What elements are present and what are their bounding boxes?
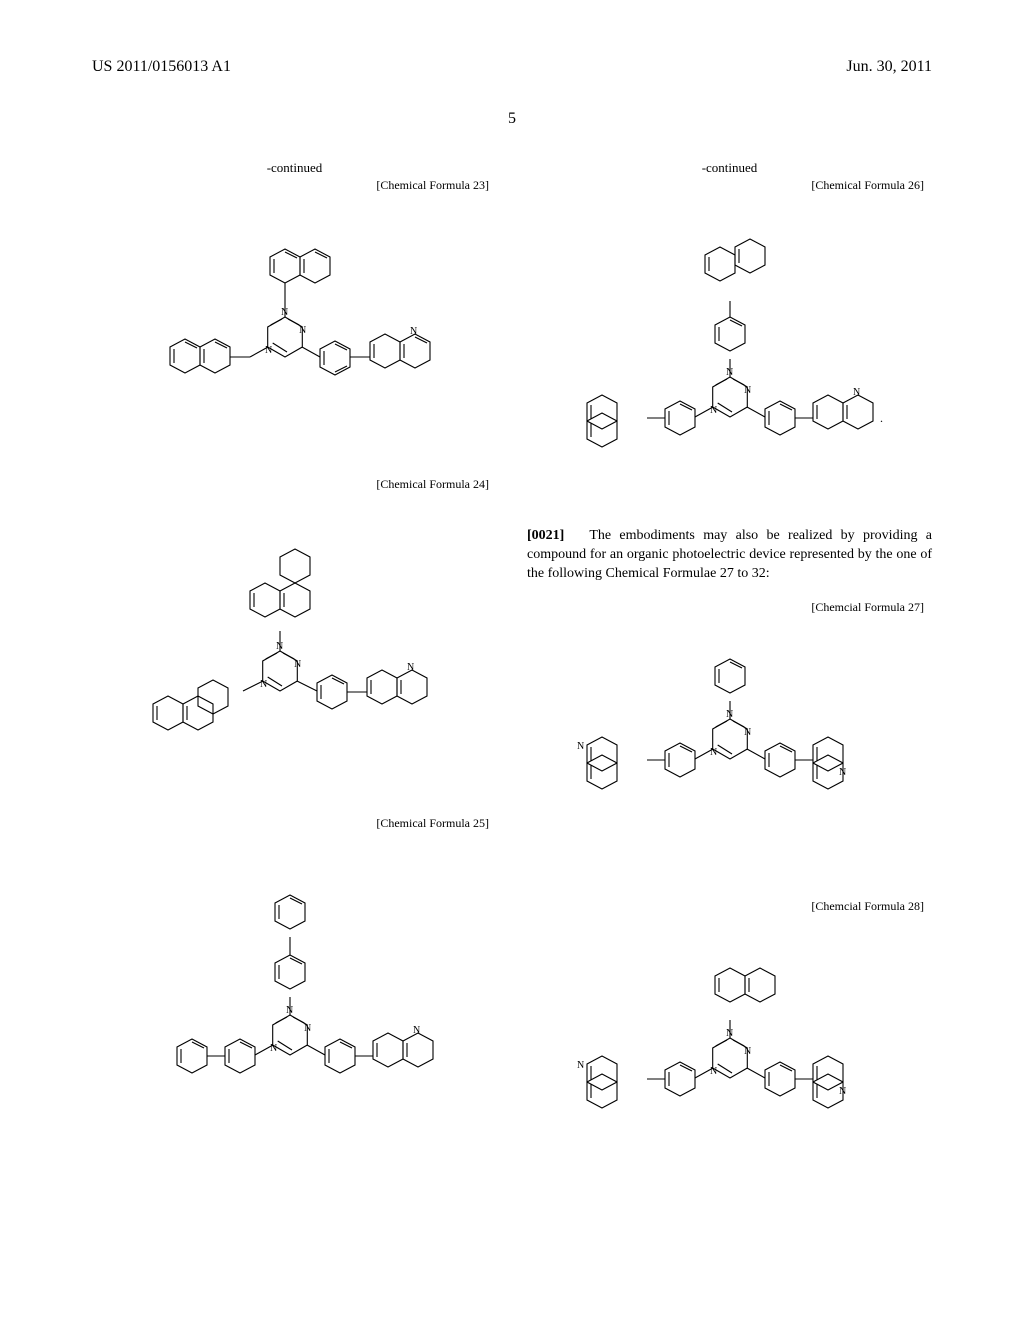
formula-label-24: [Chemical Formula 24] [92, 477, 497, 492]
publication-date: Jun. 30, 2011 [846, 58, 932, 76]
svg-text:N: N [577, 741, 584, 752]
svg-text:N: N [839, 1086, 846, 1097]
svg-text:.: . [880, 411, 883, 425]
continued-label: -continued [92, 160, 497, 176]
svg-text:N: N [413, 1025, 420, 1036]
chemical-structure-25: N N N [92, 835, 497, 1145]
svg-text:N: N [265, 345, 272, 356]
svg-text:N: N [577, 1060, 584, 1071]
svg-text:N: N [710, 747, 717, 758]
svg-text:N: N [839, 767, 846, 778]
chemical-structure-27: N N N [527, 619, 932, 879]
formula-label-28: [Chemcial Formula 28] [527, 899, 932, 914]
svg-text:N: N [744, 385, 751, 396]
svg-text:N: N [744, 1046, 751, 1057]
chemical-structure-24: N N N [92, 496, 497, 796]
svg-text:N: N [299, 325, 306, 336]
formula-label-27: [Chemcial Formula 27] [527, 600, 932, 615]
svg-text:N: N [710, 405, 717, 416]
paragraph-text: The embodiments may also be realized by … [527, 528, 932, 581]
right-column: -continued [Chemical Formula 26] N N N [527, 160, 932, 1280]
svg-text:N: N [260, 679, 267, 690]
left-column: -continued [Chemical Formula 23] N N N [92, 160, 497, 1280]
formula-label-26: [Chemical Formula 26] [527, 178, 932, 193]
paragraph-0021: [0021] The embodiments may also be reali… [527, 527, 932, 584]
svg-text:N: N [270, 1043, 277, 1054]
svg-text:N: N [294, 659, 301, 670]
page-number: 5 [0, 110, 1024, 128]
chemical-structure-28: N N N [527, 918, 932, 1168]
formula-label-23: [Chemical Formula 23] [92, 178, 497, 193]
paragraph-number: [0021] [527, 528, 564, 543]
svg-text:N: N [853, 387, 860, 398]
page-header: US 2011/0156013 A1 Jun. 30, 2011 [92, 58, 932, 76]
svg-text:N: N [744, 727, 751, 738]
svg-text:N: N [304, 1023, 311, 1034]
continued-label: -continued [527, 160, 932, 176]
publication-number: US 2011/0156013 A1 [92, 58, 231, 76]
chemical-structure-26: N N N [527, 197, 932, 507]
svg-text:N: N [410, 326, 417, 337]
svg-text:N: N [710, 1066, 717, 1077]
formula-label-25: [Chemical Formula 25] [92, 816, 497, 831]
svg-text:N: N [407, 662, 414, 673]
chemical-structure-23: N N N [92, 197, 497, 457]
content-area: -continued [Chemical Formula 23] N N N [92, 160, 932, 1280]
